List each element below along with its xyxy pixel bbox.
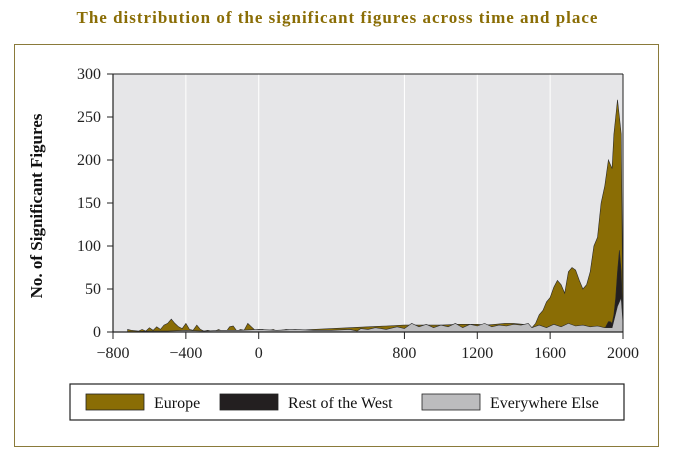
legend-box (69, 383, 625, 421)
legend-item: Europe (85, 393, 200, 412)
y-tick-label: 100 (77, 238, 101, 255)
legend-swatch (421, 393, 481, 411)
y-tick-label: 200 (77, 152, 101, 169)
x-tick-labels: −800 −400 0 800 1200 1600 2000 (96, 332, 639, 362)
y-tick-label: 150 (77, 195, 101, 212)
y-tick-labels: 0 50 100 150 200 250 300 (77, 66, 113, 341)
legend-label: Europe (154, 395, 200, 412)
legend-swatch (219, 393, 279, 411)
series-area-everywhere-else (127, 297, 624, 333)
x-tick-label: 1600 (534, 345, 566, 362)
legend-label: Rest of the West (288, 395, 393, 412)
series-areas (127, 99, 624, 333)
y-tick-label: 0 (93, 324, 101, 341)
series-area-europe (127, 99, 624, 333)
legend-swatch (85, 393, 145, 411)
plot-background (113, 74, 623, 332)
x-tick-label: 1200 (461, 345, 493, 362)
chart-title: The distribution of the significant figu… (76, 8, 599, 27)
legend-item: Everywhere Else (421, 393, 599, 412)
legend-label: Everywhere Else (490, 395, 599, 412)
plot-area (113, 74, 623, 332)
x-tick-label: 2000 (607, 345, 639, 362)
chart-frame (14, 44, 659, 447)
y-tick-label: 300 (77, 66, 101, 83)
x-tick-label: 800 (392, 345, 416, 362)
legend: Europe Rest of the West Everywhere Else (69, 383, 625, 421)
y-tick-label: 250 (77, 109, 101, 126)
y-axis-label: No. of Significant Figures (27, 113, 46, 298)
legend-item: Rest of the West (219, 393, 393, 412)
x-tick-label: −800 (96, 345, 129, 362)
x-tick-label: 0 (255, 345, 263, 362)
x-tick-label: −400 (169, 345, 202, 362)
gridlines (185, 74, 551, 332)
y-tick-label: 50 (85, 281, 101, 298)
